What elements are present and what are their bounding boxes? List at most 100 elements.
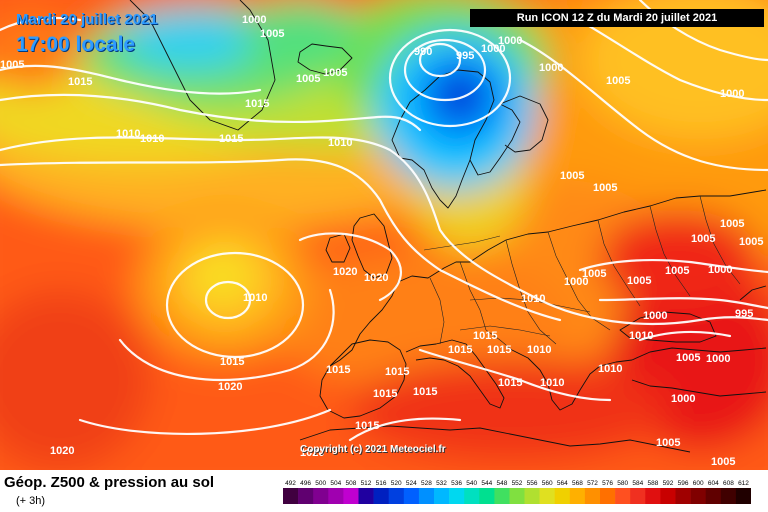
map-footer: Géop. Z500 & pression au sol (+ 3h) 492 4… [0, 470, 768, 512]
legend-color-swatch [358, 488, 374, 504]
legend-tick-label: 544 [481, 480, 492, 487]
pressure-label: 1015 [413, 386, 437, 398]
legend-color-swatch [630, 488, 646, 504]
pressure-label: 1000 [706, 353, 730, 365]
legend-color-swatch [720, 488, 737, 504]
legend-tick-label: 596 [678, 480, 689, 487]
pressure-label: 1005 [560, 170, 584, 182]
pressure-label: 1020 [333, 266, 357, 278]
pressure-label: 1005 [691, 233, 715, 245]
legend-tick-label: 592 [663, 480, 674, 487]
legend-color-swatch [569, 488, 586, 504]
legend-tick-label: 500 [315, 480, 326, 487]
legend-color-swatch [539, 488, 555, 504]
legend-color-swatch [524, 488, 540, 504]
legend-tick-label: 588 [647, 480, 658, 487]
pressure-label: 1020 [364, 272, 388, 284]
legend-color-swatch [403, 488, 420, 504]
legend-tick-label: 548 [496, 480, 507, 487]
legend-color-swatch [464, 488, 480, 504]
legend-tick-label: 600 [693, 480, 704, 487]
legend-color-swatch [479, 488, 495, 504]
pressure-label: 1015 [487, 344, 511, 356]
legend-tick-label: 508 [345, 480, 356, 487]
pressure-label: 990 [414, 46, 432, 58]
pressure-label: 1010 [521, 293, 545, 305]
pressure-label: 1005 [582, 268, 606, 280]
weather-map: 1000 1005 990 995 1000 1000 1005 1000 10… [0, 0, 768, 470]
legend-color-swatch [449, 488, 465, 504]
pressure-label: 1005 [711, 456, 735, 468]
legend-color-swatch [388, 488, 405, 504]
pressure-label: 1000 [242, 14, 266, 26]
pressure-label: 1015 [373, 388, 397, 400]
pressure-label: 1000 [539, 62, 563, 74]
legend-tick-label: 536 [451, 480, 462, 487]
pressure-labels: 1000 1005 990 995 1000 1000 1005 1000 10… [0, 14, 763, 468]
pressure-label: 1015 [385, 366, 409, 378]
legend-tick-label: 496 [300, 480, 311, 487]
legend-color-swatch [735, 488, 751, 504]
color-scale-legend: 492 496 500 504 508 512 516 520 524 528 532 536 540 5… [283, 480, 751, 504]
legend-tick-label: 580 [617, 480, 628, 487]
pressure-label: 1010 [598, 363, 622, 375]
legend-tick-label: 568 [572, 480, 583, 487]
pressure-label: 1010 [140, 133, 164, 145]
country-borders [423, 195, 741, 351]
model-run-info: Run ICON 12 Z du Mardi 20 juillet 2021 [470, 9, 764, 27]
pressure-label: 1010 [328, 137, 352, 149]
pressure-label: 1005 [606, 75, 630, 87]
pressure-label: 1005 [323, 67, 347, 79]
pressure-label: 1015 [245, 98, 269, 110]
pressure-label: 1005 [720, 218, 744, 230]
legend-color-swatch [373, 488, 389, 504]
pressure-label: 995 [735, 308, 753, 320]
legend-color-swatch [660, 488, 676, 504]
map-variable-title: Géop. Z500 & pression au sol [4, 474, 215, 491]
pressure-label: 1005 [676, 352, 700, 364]
legend-tick-label: 512 [361, 480, 372, 487]
legend-tick-label: 612 [738, 480, 749, 487]
legend-color-swatch [705, 488, 722, 504]
legend-color-swatch [645, 488, 661, 504]
pressure-label: 1010 [527, 344, 551, 356]
legend-tick-label: 608 [723, 480, 734, 487]
pressure-label: 1015 [355, 420, 379, 432]
legend-color-swatch [298, 488, 314, 504]
legend-tick-label: 524 [406, 480, 417, 487]
legend-tick-label: 604 [708, 480, 719, 487]
forecast-local-time: 17:00 locale [16, 33, 136, 56]
legend-color-swatch [328, 488, 344, 504]
pressure-label: 1015 [448, 344, 472, 356]
pressure-label: 1015 [68, 76, 92, 88]
legend-color-swatch [494, 488, 510, 504]
legend-tick-label: 584 [632, 480, 643, 487]
forecast-lead-time: (+ 3h) [16, 495, 46, 507]
legend-tick-label: 528 [421, 480, 432, 487]
legend-color-swatch [584, 488, 601, 504]
pressure-label: 1015 [498, 377, 522, 389]
legend-tick-label: 552 [512, 480, 523, 487]
pressure-label: 1000 [643, 310, 667, 322]
pressure-label: 1000 [498, 35, 522, 47]
legend-tick-label: 492 [285, 480, 296, 487]
pressure-label: 1005 [296, 73, 320, 85]
legend-color-swatch [554, 488, 571, 504]
legend-tick-label: 564 [557, 480, 568, 487]
pressure-label: 1005 [665, 265, 689, 277]
legend-tick-label: 532 [436, 480, 447, 487]
legend-color-swatch [675, 488, 691, 504]
pressure-label: 1010 [540, 377, 564, 389]
pressure-label: 1000 [671, 393, 695, 405]
pressure-label: 1010 [629, 330, 653, 342]
legend-color-swatch [418, 488, 435, 504]
legend-color-swatch [690, 488, 706, 504]
pressure-label: 1005 [260, 28, 284, 40]
legend-tick-label: 540 [466, 480, 477, 487]
legend-color-swatch [434, 488, 450, 504]
pressure-label: 1000 [564, 276, 588, 288]
pressure-label: 1005 [0, 59, 24, 71]
pressure-label: 995 [456, 50, 474, 62]
copyright-notice: Copyright (c) 2021 Meteociel.fr [300, 444, 446, 455]
